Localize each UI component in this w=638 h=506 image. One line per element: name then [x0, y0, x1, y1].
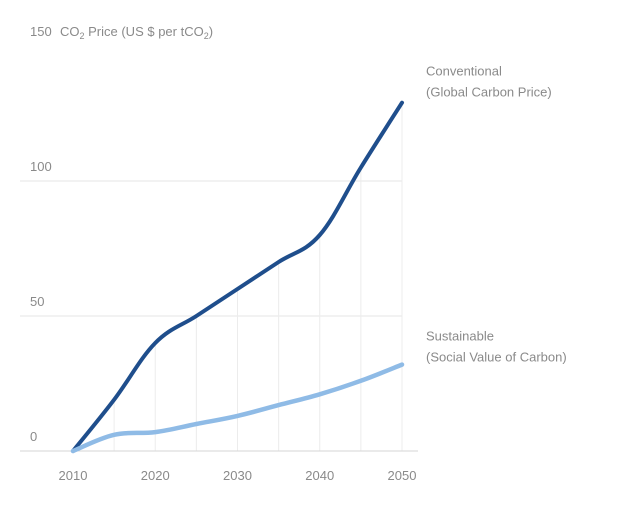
x-tick-2010: 2010 [59, 468, 88, 483]
x-tick-2020: 2020 [141, 468, 170, 483]
series-line-conventional [71, 100, 404, 453]
grid [20, 102, 403, 451]
series [70, 100, 405, 454]
series-label-sustainable-line1: Sustainable [426, 329, 494, 344]
y-tick-0: 0 [30, 429, 37, 444]
y-axis-title: CO2 Price (US $ per tCO2) [60, 24, 213, 41]
series-line-sustainable [70, 362, 405, 454]
series-label-conventional-line2: (Global Carbon Price) [426, 85, 552, 100]
x-tick-2040: 2040 [305, 468, 334, 483]
x-tick-2030: 2030 [223, 468, 252, 483]
axes: 0 50 100 150 CO2 Price (US $ per tCO2) 2010 20… [20, 24, 418, 483]
y-tick-150: 150 [30, 24, 52, 39]
series-label-sustainable-line2: (Social Value of Carbon) [426, 350, 567, 365]
y-tick-100: 100 [30, 159, 52, 174]
series-label-conventional-line1: Conventional [426, 64, 502, 79]
labels: Conventional (Global Carbon Price) Sustain… [426, 64, 567, 365]
x-tick-2050: 2050 [388, 468, 417, 483]
y-tick-50: 50 [30, 294, 44, 309]
